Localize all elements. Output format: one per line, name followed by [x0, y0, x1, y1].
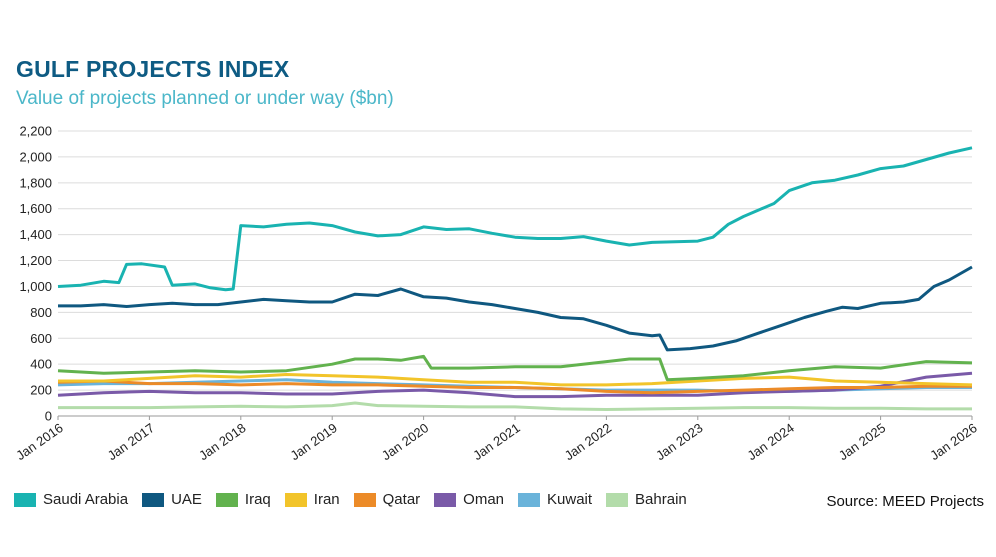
legend-label: Kuwait [547, 491, 593, 508]
legend-item-iran: Iran [284, 491, 340, 508]
x-tick-label: Jan 2026 [927, 420, 979, 463]
legend-swatch [215, 492, 238, 507]
x-axis-ticks: Jan 2016 Jan 2017 Jan 2018 Jan 2019 Jan 2020… [13, 416, 980, 463]
series-line-bahrain [58, 401, 972, 411]
legend-item-saudi-arabia: Saudi Arabia [14, 491, 128, 508]
legend-label: UAE [171, 491, 202, 508]
legend-item-uae: UAE [142, 491, 202, 508]
y-tick-label: 1,400 [19, 227, 52, 242]
x-tick-label: Jan 2017 [105, 420, 157, 463]
legend-item-kuwait: Kuwait [518, 491, 592, 508]
y-tick-label: 1,600 [19, 201, 52, 216]
x-tick-label: Jan 2016 [13, 420, 65, 463]
legend-item-oman: Oman [434, 491, 504, 508]
y-tick-label: 1,000 [19, 279, 52, 294]
legend-swatch [142, 492, 165, 507]
legend-label: Iraq [244, 491, 271, 508]
y-tick-label: 2,000 [19, 149, 52, 164]
series-line-qatar [57, 379, 972, 395]
legend-swatch [284, 492, 307, 507]
y-axis-ticks: 0 200 400 600 800 1,000 1,200 1,400 1,600 1,800 2,… [19, 124, 52, 424]
y-tick-label: 200 [30, 383, 52, 398]
legend-label: Saudi Arabia [43, 491, 129, 508]
x-tick-label: Jan 2022 [562, 420, 614, 463]
y-tick-label: 400 [30, 357, 52, 372]
x-tick-label: Jan 2019 [287, 420, 339, 463]
y-tick-label: 0 [45, 409, 52, 424]
y-tick-label: 600 [30, 331, 52, 346]
legend-label: Bahrain [635, 491, 687, 508]
chart-legend: Saudi Arabia UAE Iraq Iran Qatar Oman Kuwait Ba… [14, 491, 701, 508]
legend-swatch [14, 492, 36, 507]
gridlines [58, 130, 972, 417]
legend-label: Qatar [382, 491, 421, 508]
legend-swatch [353, 492, 376, 507]
line-chart: 0 200 400 600 800 1,000 1,200 1,400 1,600 1,800 2,… [13, 124, 980, 464]
legend-item-bahrain: Bahrain [606, 491, 687, 508]
x-tick-label: Jan 2020 [379, 420, 431, 463]
x-tick-label: Jan 2023 [653, 420, 705, 463]
series-line-uae [58, 265, 973, 352]
page-title: GULF PROJECTS INDEX [16, 56, 290, 82]
legend-swatch [518, 492, 541, 507]
x-tick-label: Jan 2018 [196, 420, 248, 463]
x-tick-label: Jan 2024 [744, 420, 796, 463]
legend-item-iraq: Iraq [215, 491, 271, 508]
legend-label: Iran [313, 491, 340, 508]
legend-swatch [606, 492, 629, 507]
x-tick-label: Jan 2021 [470, 420, 522, 463]
legend-item-qatar: Qatar [353, 491, 421, 508]
page-subtitle: Value of projects planned or under way (… [16, 88, 394, 109]
x-tick-label: Jan 2025 [836, 420, 888, 463]
y-tick-label: 1,800 [19, 175, 52, 190]
y-tick-label: 2,200 [19, 124, 52, 139]
series-line-iraq [57, 354, 973, 382]
series-line-oman [57, 371, 973, 399]
series-line-saudi-arabia [57, 146, 973, 292]
legend-label: Oman [463, 491, 505, 508]
legend-swatch [434, 492, 457, 507]
y-tick-label: 1,200 [19, 253, 52, 268]
source-note: Source: MEED Projects [826, 493, 984, 510]
series-line-iran [58, 373, 973, 387]
y-tick-label: 800 [30, 305, 52, 320]
series-lines [57, 146, 973, 411]
